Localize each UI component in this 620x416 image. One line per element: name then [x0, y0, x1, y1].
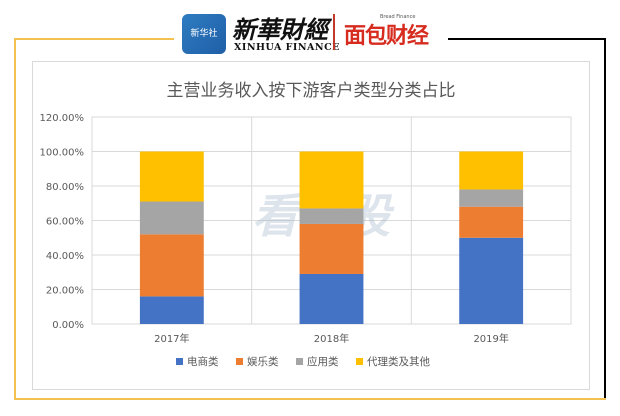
bar-segment [139, 296, 204, 324]
legend-swatch [356, 358, 363, 365]
frame-bottom-gold [14, 398, 606, 400]
bar-segment [299, 208, 364, 224]
bar-segment [459, 151, 524, 190]
legend-swatch [236, 358, 243, 365]
legend-label: 娱乐类 [247, 355, 279, 368]
bar-segment [299, 273, 364, 324]
x-tick-label: 2018年 [314, 332, 349, 345]
legend-swatch [176, 358, 183, 365]
frame-top-gold [14, 38, 174, 40]
x-tick-label: 2017年 [154, 332, 189, 345]
header-divider [333, 14, 335, 50]
legend-label: 应用类 [307, 355, 339, 368]
bar-segment [139, 151, 204, 202]
legend-label: 电商类 [187, 355, 219, 368]
legend-swatch [296, 358, 303, 365]
y-tick-label: 100.00% [40, 148, 85, 159]
bar-segment [459, 189, 524, 207]
partner-logo: 面包财经 [344, 24, 429, 49]
y-tick-label: 20.00% [46, 286, 84, 297]
bar-segment [459, 206, 524, 238]
frame-top-line [448, 38, 606, 40]
frame-left-gold [14, 38, 16, 400]
x-tick-label: 2019年 [473, 332, 508, 345]
partner-small-text: Bread Finance [380, 14, 416, 20]
bar-segment [299, 223, 364, 274]
bar-segment [459, 237, 524, 324]
chart-panel: 主营业务收入按下游客户类型分类占比 0.00% 20.00% 40.00% 60.00… [32, 61, 590, 390]
y-tick-label: 80.00% [46, 182, 84, 193]
bar-segment [139, 234, 204, 297]
brand-en: XINHUA FINANCE [234, 42, 340, 53]
bar-segment [139, 201, 204, 235]
brand-cn: 新華財經 [232, 15, 328, 44]
bar-segment [299, 151, 364, 209]
legend-label: 代理类及其他 [367, 355, 430, 368]
frame-right-line [604, 38, 606, 398]
xinhua-logo: 新华社 [182, 14, 226, 54]
y-tick-label: 120.00% [40, 113, 85, 124]
y-tick-label: 0.00% [52, 320, 84, 331]
chart-title: 主营业务收入按下游客户类型分类占比 [166, 81, 456, 101]
y-tick-label: 40.00% [46, 251, 84, 262]
y-tick-label: 60.00% [46, 217, 84, 228]
stacked-bar-chart: 0.00% 20.00% 40.00% 60.00% 80.00% 100.00% 120.… [40, 113, 572, 368]
